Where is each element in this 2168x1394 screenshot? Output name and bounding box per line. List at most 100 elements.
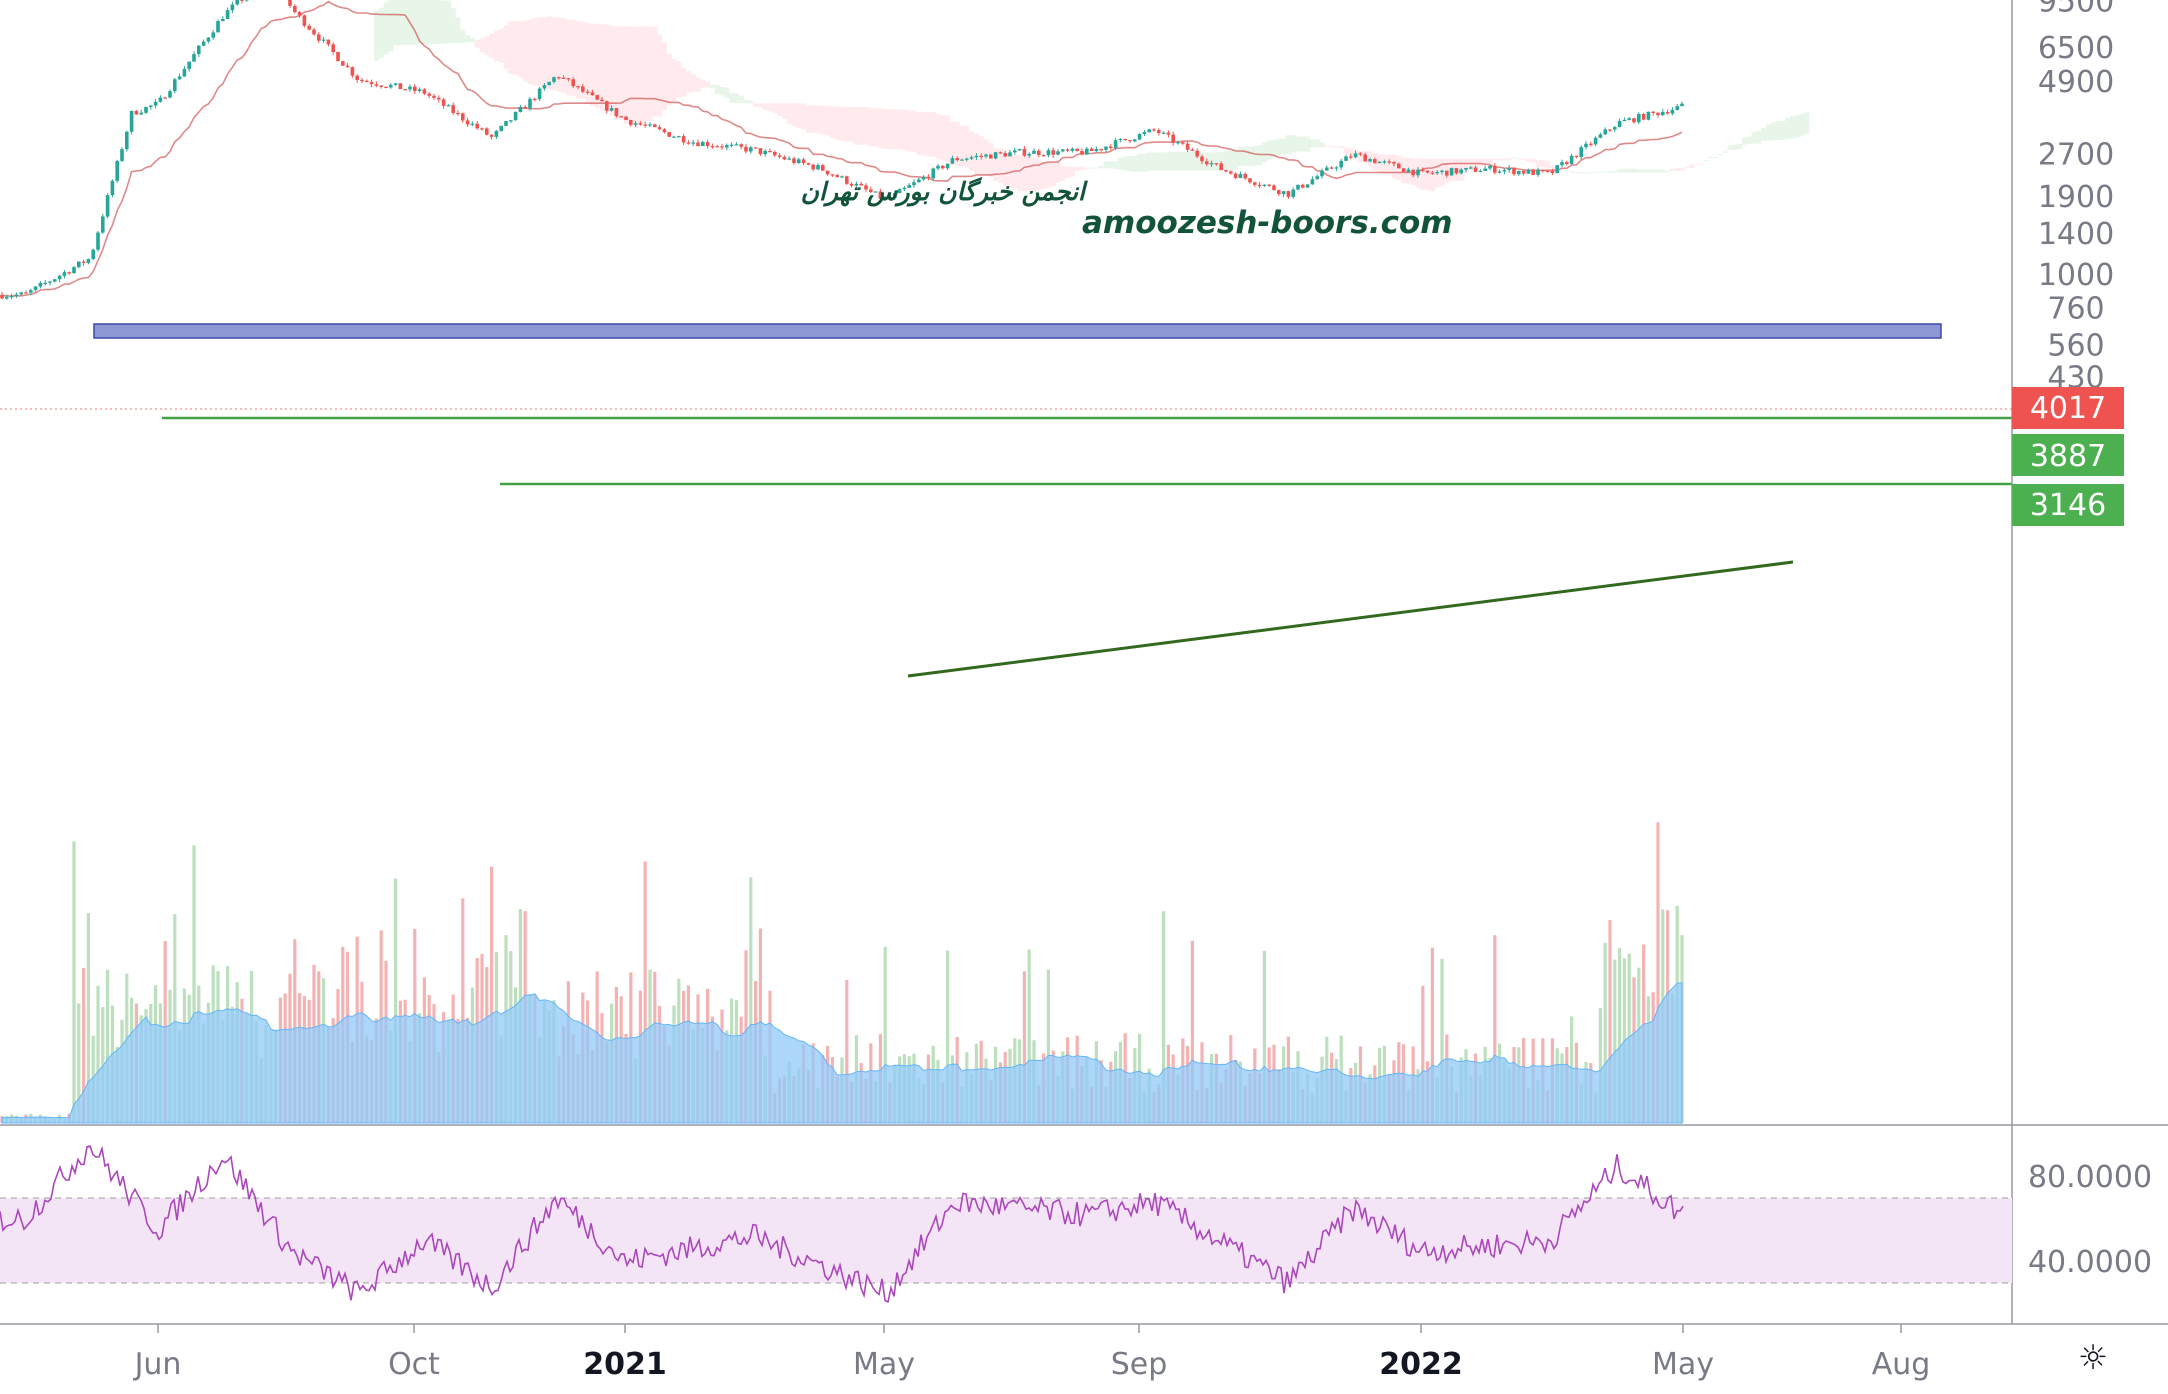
cloud-slice <box>695 77 701 92</box>
candle <box>859 181 863 186</box>
cloud-slice <box>1266 140 1272 160</box>
cloud-slice <box>1761 128 1767 141</box>
candle <box>1382 159 1387 165</box>
candle <box>1632 117 1636 124</box>
cloud-slice <box>1569 171 1575 173</box>
candle <box>1497 169 1502 174</box>
candle <box>696 139 700 147</box>
candle <box>1229 170 1233 175</box>
cloud-slice <box>878 108 883 148</box>
cloud-slice <box>1065 166 1071 178</box>
candle <box>1109 143 1113 151</box>
cloud-slice <box>753 103 759 107</box>
cloud-slice <box>1612 171 1618 173</box>
candle <box>365 79 369 83</box>
candle <box>648 122 652 128</box>
cloud-slice <box>1564 169 1570 171</box>
candle <box>1219 161 1223 171</box>
candle <box>1085 147 1089 155</box>
candle <box>38 280 43 289</box>
candle <box>1094 146 1099 153</box>
candle <box>1579 145 1583 160</box>
ichimoku-cloud <box>374 0 1810 192</box>
volume-bar <box>946 950 950 1123</box>
candle <box>1373 157 1377 164</box>
candle <box>129 110 134 135</box>
cloud-slice <box>1132 155 1138 172</box>
candle <box>422 88 427 96</box>
candle <box>225 7 230 20</box>
cloud-slice <box>570 19 576 96</box>
candle <box>48 280 52 286</box>
candle <box>1545 170 1550 173</box>
candle <box>413 84 417 95</box>
cloud-slice <box>666 53 672 106</box>
candle <box>81 259 86 266</box>
volume-bar <box>1046 969 1050 1123</box>
candle <box>854 181 859 188</box>
cloud-slice <box>518 20 523 78</box>
candle <box>921 175 926 181</box>
candle <box>1406 167 1411 173</box>
cloud-slice <box>1583 172 1589 174</box>
cloud-slice <box>1607 171 1613 173</box>
candle <box>345 62 350 68</box>
candle <box>1589 141 1593 147</box>
cloud-slice <box>1305 136 1311 152</box>
cloud-slice <box>854 107 859 145</box>
candle <box>619 115 623 118</box>
cloud-slice <box>1766 124 1771 141</box>
candle <box>984 153 988 159</box>
cloud-slice <box>724 87 730 98</box>
cloud-slice <box>935 114 941 160</box>
cloud-slice <box>1252 146 1258 166</box>
candle <box>1181 141 1185 146</box>
cloud-slice <box>1550 166 1555 169</box>
candle <box>1253 181 1257 187</box>
settings-button[interactable]: ☼ <box>2018 1322 2168 1394</box>
cloud-slice <box>791 103 797 127</box>
cloud-slice <box>993 148 999 182</box>
cloud-slice <box>1358 151 1363 163</box>
candle <box>9 293 14 300</box>
candle <box>787 156 791 161</box>
candle <box>897 188 902 194</box>
cloud-slice <box>1156 152 1162 171</box>
cloud-slice <box>1070 166 1075 177</box>
candle <box>360 77 364 84</box>
cloud-slice <box>575 21 581 99</box>
candle <box>792 156 796 165</box>
volume-bar <box>1440 958 1444 1123</box>
candle <box>105 193 110 219</box>
cloud-slice <box>964 126 970 168</box>
cloud-slice <box>1276 138 1282 156</box>
cloud-slice <box>1521 158 1527 160</box>
cloud-slice <box>772 103 778 114</box>
candle <box>197 45 201 58</box>
candle <box>1281 191 1286 197</box>
price-tick-label: 2700 <box>2038 137 2114 172</box>
candle <box>1065 148 1070 153</box>
candle <box>1622 117 1627 122</box>
candle <box>701 140 705 147</box>
cloud-slice <box>671 58 677 102</box>
candle <box>144 106 148 115</box>
cloud-slice <box>839 106 845 141</box>
candle <box>749 145 753 154</box>
candle <box>936 164 940 171</box>
cloud-slice <box>556 17 562 92</box>
candle <box>528 96 532 111</box>
cloud-slice <box>1108 161 1114 169</box>
cloud-slice <box>609 25 615 116</box>
cloud-slice <box>1655 169 1661 173</box>
candle <box>1325 165 1329 171</box>
cloud-slice <box>1137 153 1143 172</box>
candle <box>1675 104 1679 111</box>
candle <box>1493 163 1497 175</box>
candle <box>638 121 643 126</box>
candle <box>1421 167 1425 173</box>
candle <box>158 95 163 103</box>
candle <box>0 291 4 300</box>
cloud-slice <box>1103 161 1109 169</box>
cloud-slice <box>954 121 960 167</box>
